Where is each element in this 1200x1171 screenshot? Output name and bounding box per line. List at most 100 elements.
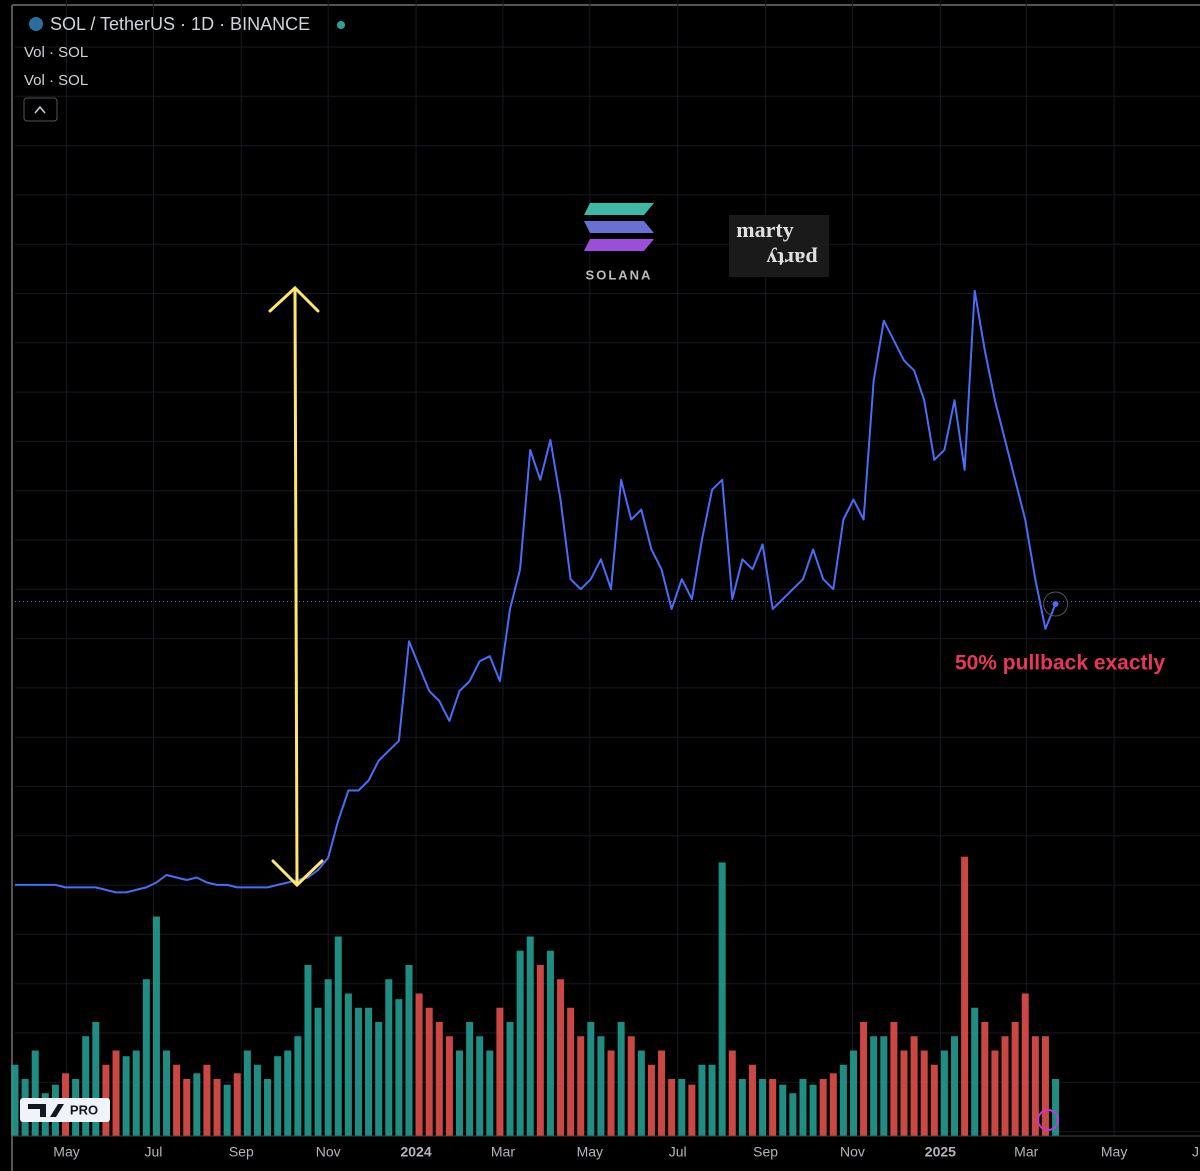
volume-bar <box>375 1022 383 1136</box>
volume-bar <box>981 1022 989 1136</box>
measure-arrow <box>268 285 324 888</box>
volume-bar <box>264 1079 272 1136</box>
logo-text: party <box>766 247 817 272</box>
volume-bar <box>880 1036 888 1136</box>
collapse-icon <box>34 105 46 114</box>
volume-bar <box>163 1050 171 1136</box>
volume-bar <box>435 1022 443 1136</box>
volume-bar <box>819 1079 827 1136</box>
volume-bar <box>900 1050 908 1136</box>
volume-bar <box>213 1079 221 1136</box>
volume-bar <box>587 1022 595 1136</box>
volume-bar <box>829 1073 837 1136</box>
volume-bar <box>324 979 332 1136</box>
x-tick-label: Jul <box>144 1144 162 1160</box>
x-tick-label: May <box>577 1144 603 1160</box>
logo-text: SOLANA <box>586 267 653 282</box>
volume-bar <box>748 1064 756 1136</box>
x-tick-label: Mar <box>491 1144 515 1160</box>
x-tick-label: Jul <box>669 1144 687 1160</box>
volume-bar <box>627 1036 635 1136</box>
volume-bar <box>557 979 565 1136</box>
indicator-label: Vol · SOL <box>24 72 88 89</box>
volume-bar <box>415 993 423 1136</box>
volume-bar <box>860 1022 868 1136</box>
x-tick-label: May <box>53 1144 79 1160</box>
volume-bar <box>728 1050 736 1136</box>
volume-bar <box>951 1036 959 1136</box>
last-price-halo <box>1043 591 1069 617</box>
volume-bar <box>31 1050 39 1136</box>
volume-bar <box>11 1064 19 1136</box>
volume-bar <box>849 1050 857 1136</box>
volume-bar <box>1031 1036 1039 1136</box>
volume-bar <box>425 1007 433 1136</box>
volume-bar <box>597 1036 605 1136</box>
volume-bar <box>466 1022 474 1136</box>
volume-bar <box>607 1050 615 1136</box>
volume-bar <box>82 1036 90 1136</box>
x-tick-label: Mar <box>1014 1144 1038 1160</box>
x-tick-label: Sep <box>753 1144 778 1160</box>
volume-bar <box>718 862 726 1136</box>
volume-bar <box>243 1050 251 1136</box>
volume-bar <box>890 1022 898 1136</box>
volume-bar <box>496 1007 504 1136</box>
x-tick-label: May <box>1101 1144 1127 1160</box>
volume-bar <box>961 856 969 1136</box>
chart-title: SOL / TetherUS · 1D · BINANCE <box>50 14 310 34</box>
volume-bar <box>445 1036 453 1136</box>
volume-bar <box>809 1084 817 1136</box>
volume-bar <box>365 1007 373 1136</box>
collapse-button[interactable] <box>23 97 58 122</box>
volume-bar <box>769 1079 777 1136</box>
badge-text: PRO <box>70 1102 98 1117</box>
volume-bar <box>284 1050 292 1136</box>
volume-bar <box>1052 1079 1060 1136</box>
volume-bar <box>344 993 352 1136</box>
tradingview-badge: PRO <box>20 1098 110 1122</box>
volume-bar <box>486 1050 494 1136</box>
volume-bar <box>617 1022 625 1136</box>
x-tick-label: Nov <box>840 1144 865 1160</box>
volume-bar <box>678 1079 686 1136</box>
volume-bar <box>506 1022 514 1136</box>
volume-bar <box>1041 1036 1049 1136</box>
volume-bar <box>1021 993 1029 1136</box>
flash-icon[interactable] <box>1037 1109 1059 1131</box>
time-axis: May Jul Sep Nov 2024 Mar May Jul Sep Nov 2025 Mar Ma… <box>53 1144 1200 1160</box>
status-dot <box>337 21 345 29</box>
volume-bar <box>173 1064 181 1136</box>
volume-bar <box>183 1079 191 1136</box>
volume-bar <box>233 1073 241 1136</box>
volume-bar <box>152 916 160 1136</box>
volume-bar <box>334 936 342 1136</box>
volume-bar <box>223 1084 231 1136</box>
volume-bar <box>698 1064 706 1136</box>
volume-bar <box>567 1007 575 1136</box>
volume-bar <box>294 1036 302 1136</box>
volume-bar <box>405 965 413 1136</box>
volume-bar <box>839 1064 847 1136</box>
volume-bar <box>870 1036 878 1136</box>
volume-bar <box>142 979 150 1136</box>
volume-bar <box>1011 1022 1019 1136</box>
indicator-label: Vol · SOL <box>24 44 88 61</box>
volume-bar <box>354 1007 362 1136</box>
volume-bar <box>92 1022 100 1136</box>
volume-bar <box>274 1056 282 1136</box>
volume-bar <box>789 1093 797 1136</box>
volume-bars <box>11 856 1060 1136</box>
volume-bar <box>253 1064 261 1136</box>
volume-bar <box>1001 1036 1009 1136</box>
volume-bar <box>536 965 544 1136</box>
volume-bar <box>759 1079 767 1136</box>
volume-bar <box>799 1079 807 1136</box>
volume-bar <box>738 1079 746 1136</box>
volume-bar <box>920 1050 928 1136</box>
volume-bar <box>991 1050 999 1136</box>
volume-bar <box>668 1079 676 1136</box>
